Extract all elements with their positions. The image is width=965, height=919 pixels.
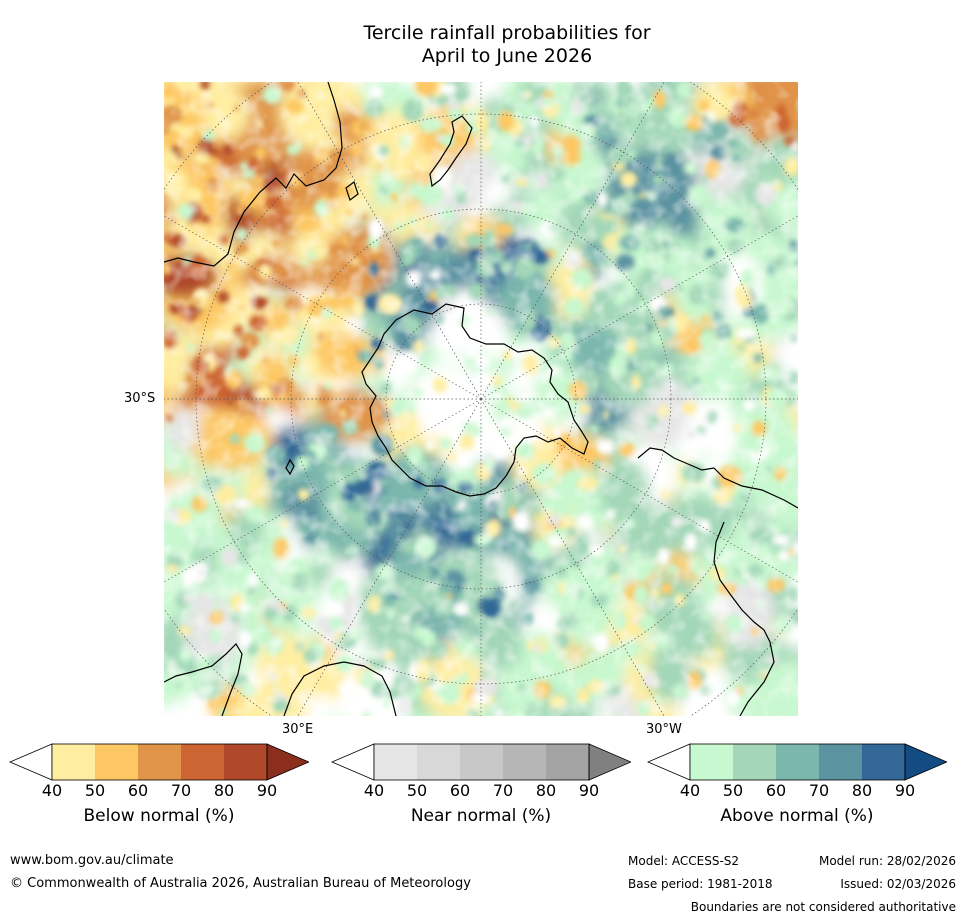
- boundaries-disclaimer: Boundaries are not considered authoritat…: [690, 900, 956, 914]
- map-title: Tercile rainfall probabilities for April…: [0, 22, 965, 68]
- colorbar-under-arrow: [647, 743, 691, 781]
- colorbar-frame: [373, 743, 590, 781]
- colorbar-below-label: Below normal (%): [83, 806, 235, 826]
- colorbar-swatch: [374, 744, 417, 780]
- model-name: Model: ACCESS-S2: [628, 854, 740, 868]
- australia-coastline: [164, 82, 343, 267]
- colorbar-swatch: [690, 744, 733, 780]
- colorbar-swatch: [95, 744, 138, 780]
- colorbar-tick-label: 90: [578, 781, 600, 800]
- colorbar-over-arrow: [266, 743, 309, 781]
- colorbar-swatch: [224, 744, 267, 780]
- colorbar-over-arrow: [904, 743, 947, 781]
- colorbar-tick-label: 60: [765, 781, 787, 800]
- colorbar-near-ticks: 40 50 60 70 80 90: [331, 781, 631, 801]
- title-line-1: Tercile rainfall probabilities for: [363, 22, 651, 44]
- colorbar-tick-label: 50: [406, 781, 428, 800]
- colorbar-tick-label: 70: [808, 781, 830, 800]
- model-run-date: Model run: 28/02/2026: [818, 854, 956, 868]
- africa-coastline: [164, 643, 397, 716]
- website-link[interactable]: www.bom.gov.au/climate: [10, 853, 174, 868]
- colorbar-frame: [51, 743, 268, 781]
- colorbar-near-normal: 40 50 60 70 80 90: [331, 743, 631, 801]
- colorbar-swatch: [181, 744, 224, 780]
- colorbar-under-arrow: [9, 743, 53, 781]
- colorbar-tick-label: 40: [363, 781, 385, 800]
- colorbar-below-ticks: 40 50 60 70 80 90: [9, 781, 309, 801]
- colorbar-swatch: [503, 744, 546, 780]
- latitude-label-30s: 30°S: [124, 391, 156, 406]
- longitude-label-30w: 30°W: [646, 722, 682, 737]
- longitude-label-30e: 30°E: [282, 722, 314, 737]
- tasmania-coastline: [345, 181, 359, 201]
- colorbar-tick-label: 40: [679, 781, 701, 800]
- colorbar-tick-label: 50: [722, 781, 744, 800]
- base-period: Base period: 1981-2018: [628, 877, 773, 891]
- colorbar-tick-label: 60: [127, 781, 149, 800]
- copyright-text: © Commonwealth of Australia 2026, Austra…: [10, 876, 471, 891]
- antarctica-coastline: [361, 303, 589, 497]
- colorbar-below-swatches: [9, 743, 309, 781]
- colorbar-tick-label: 70: [170, 781, 192, 800]
- colorbar-swatch: [417, 744, 460, 780]
- colorbar-tick-label: 80: [851, 781, 873, 800]
- colorbar-tick-label: 60: [449, 781, 471, 800]
- issued-date: Issued: 02/03/2026: [840, 877, 956, 891]
- colorbar-above-ticks: 40 50 60 70 80 90: [647, 781, 947, 801]
- colorbar-frame: [689, 743, 906, 781]
- colorbar-above-label: Above normal (%): [720, 806, 874, 826]
- title-line-2: April to June 2026: [421, 45, 593, 67]
- colorbar-tick-label: 80: [535, 781, 557, 800]
- coastlines: [164, 82, 798, 716]
- colorbar-swatch: [862, 744, 905, 780]
- new-zealand-coastline: [429, 115, 473, 188]
- colorbar-swatch: [460, 744, 503, 780]
- colorbar-over-arrow: [588, 743, 631, 781]
- colorbar-above-swatches: [647, 743, 947, 781]
- colorbar-near-label: Near normal (%): [410, 806, 552, 826]
- colorbar-swatch: [138, 744, 181, 780]
- colorbar-swatch: [819, 744, 862, 780]
- polar-map[interactable]: [164, 82, 798, 716]
- colorbar-above-normal: 40 50 60 70 80 90: [647, 743, 947, 801]
- colorbar-tick-label: 70: [492, 781, 514, 800]
- colorbar-tick-label: 90: [256, 781, 278, 800]
- colorbar-tick-label: 80: [213, 781, 235, 800]
- colorbar-swatch: [733, 744, 776, 780]
- colorbar-under-arrow: [331, 743, 375, 781]
- colorbar-tick-label: 90: [894, 781, 916, 800]
- south-america-coastline: [637, 447, 798, 716]
- colorbar-swatch: [776, 744, 819, 780]
- colorbar-tick-label: 50: [84, 781, 106, 800]
- colorbar-below-normal: 40 50 60 70 80 90: [9, 743, 309, 801]
- colorbar-tick-label: 40: [41, 781, 63, 800]
- colorbar-near-swatches: [331, 743, 631, 781]
- colorbar-swatch: [52, 744, 95, 780]
- colorbar-swatch: [546, 744, 589, 780]
- rainfall-probability-map: [164, 82, 798, 716]
- madagascar-coastline: [285, 458, 295, 476]
